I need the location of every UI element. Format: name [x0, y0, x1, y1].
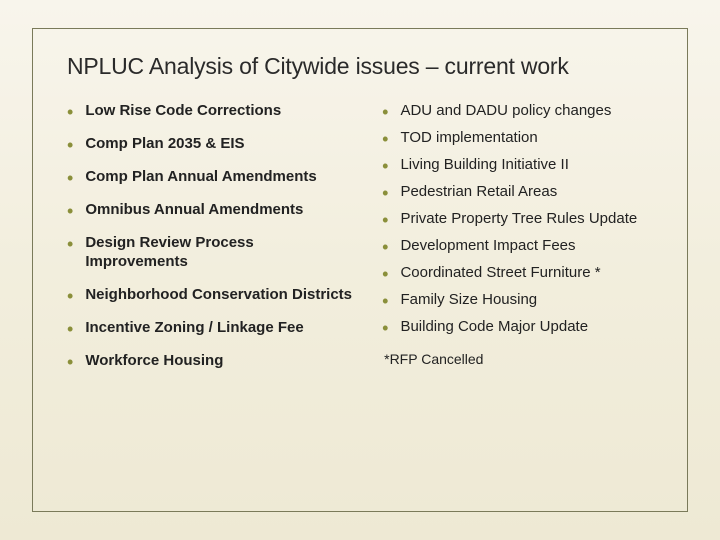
- slide-border: NPLUC Analysis of Citywide issues – curr…: [32, 28, 688, 512]
- list-item: • Private Property Tree Rules Update: [382, 210, 657, 229]
- list-item: • ADU and DADU policy changes: [382, 102, 657, 121]
- bullet-icon: •: [67, 136, 73, 154]
- right-list: • ADU and DADU policy changes • TOD impl…: [382, 102, 657, 337]
- list-item: • Incentive Zoning / Linkage Fee: [67, 319, 354, 338]
- item-text: Building Code Major Update: [400, 318, 588, 337]
- item-text: Coordinated Street Furniture *: [400, 264, 600, 283]
- item-text: ADU and DADU policy changes: [400, 102, 611, 121]
- list-item: • Workforce Housing: [67, 352, 354, 371]
- item-text: Pedestrian Retail Areas: [400, 183, 557, 202]
- list-item: • Building Code Major Update: [382, 318, 657, 337]
- bullet-icon: •: [67, 235, 73, 253]
- item-text: Low Rise Code Corrections: [85, 102, 281, 121]
- item-text: Family Size Housing: [400, 291, 537, 310]
- list-item: • Family Size Housing: [382, 291, 657, 310]
- content-columns: • Low Rise Code Corrections • Comp Plan …: [67, 102, 653, 385]
- list-item: • TOD implementation: [382, 129, 657, 148]
- list-item: • Living Building Initiative II: [382, 156, 657, 175]
- bullet-icon: •: [67, 353, 73, 371]
- left-column: • Low Rise Code Corrections • Comp Plan …: [67, 102, 354, 385]
- list-item: • Development Impact Fees: [382, 237, 657, 256]
- bullet-icon: •: [382, 265, 388, 283]
- item-text: Workforce Housing: [85, 352, 223, 371]
- bullet-icon: •: [382, 103, 388, 121]
- item-text: Neighborhood Conservation Districts: [85, 286, 352, 305]
- list-item: • Coordinated Street Furniture *: [382, 264, 657, 283]
- item-text: Private Property Tree Rules Update: [400, 210, 637, 229]
- slide-title: NPLUC Analysis of Citywide issues – curr…: [67, 53, 653, 80]
- bullet-icon: •: [382, 130, 388, 148]
- list-item: • Comp Plan Annual Amendments: [67, 168, 354, 187]
- list-item: • Design Review Process Improvements: [67, 234, 354, 272]
- list-item: • Pedestrian Retail Areas: [382, 183, 657, 202]
- bullet-icon: •: [382, 184, 388, 202]
- item-text: Living Building Initiative II: [400, 156, 568, 175]
- bullet-icon: •: [382, 211, 388, 229]
- list-item: • Low Rise Code Corrections: [67, 102, 354, 121]
- slide: NPLUC Analysis of Citywide issues – curr…: [0, 0, 720, 540]
- footnote: *RFP Cancelled: [384, 351, 657, 367]
- bullet-icon: •: [67, 202, 73, 220]
- list-item: • Comp Plan 2035 & EIS: [67, 135, 354, 154]
- bullet-icon: •: [67, 103, 73, 121]
- bullet-icon: •: [67, 320, 73, 338]
- list-item: • Neighborhood Conservation Districts: [67, 286, 354, 305]
- item-text: TOD implementation: [400, 129, 537, 148]
- item-text: Incentive Zoning / Linkage Fee: [85, 319, 303, 338]
- bullet-icon: •: [67, 287, 73, 305]
- bullet-icon: •: [382, 238, 388, 256]
- bullet-icon: •: [382, 319, 388, 337]
- item-text: Comp Plan Annual Amendments: [85, 168, 316, 187]
- left-list: • Low Rise Code Corrections • Comp Plan …: [67, 102, 354, 371]
- bullet-icon: •: [67, 169, 73, 187]
- bullet-icon: •: [382, 157, 388, 175]
- item-text: Development Impact Fees: [400, 237, 575, 256]
- bullet-icon: •: [382, 292, 388, 310]
- right-column: • ADU and DADU policy changes • TOD impl…: [382, 102, 657, 385]
- item-text: Design Review Process Improvements: [85, 234, 354, 272]
- item-text: Comp Plan 2035 & EIS: [85, 135, 244, 154]
- item-text: Omnibus Annual Amendments: [85, 201, 303, 220]
- list-item: • Omnibus Annual Amendments: [67, 201, 354, 220]
